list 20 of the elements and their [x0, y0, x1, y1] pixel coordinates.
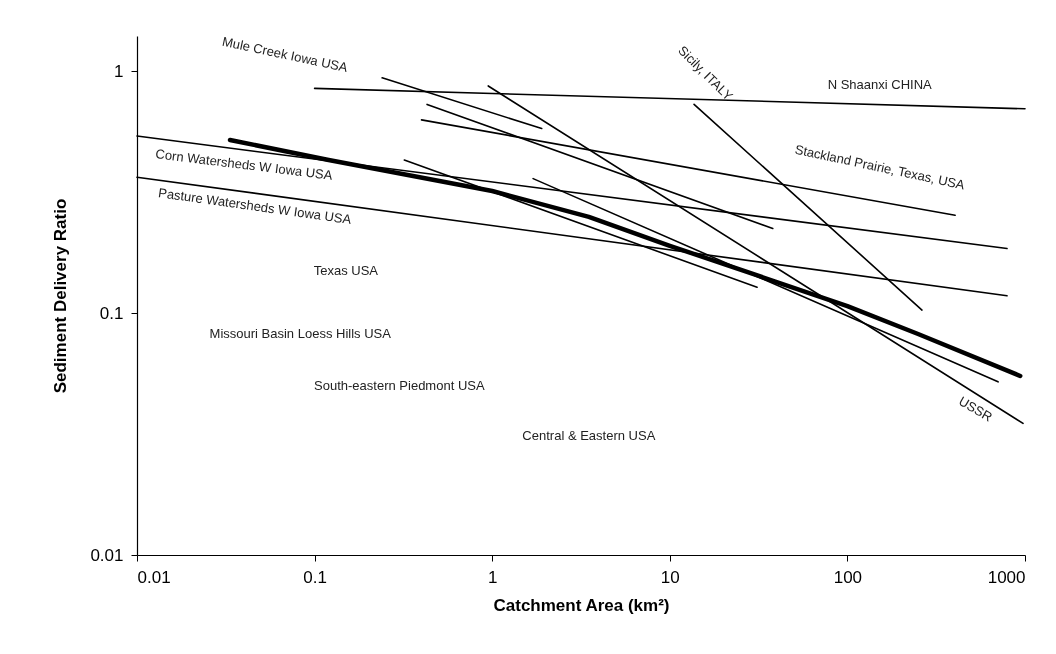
x-tick-label: 0.1: [303, 567, 327, 587]
annotation: Pasture Watersheds W Iowa USA: [157, 185, 353, 228]
annotation: Central & Eastern USA: [522, 428, 656, 444]
x-axis-title: Catchment Area (km²): [493, 595, 670, 615]
x-tick-label: 100: [833, 567, 863, 587]
y-tick-label: 0.01: [90, 545, 124, 565]
x-tick-label: 10: [660, 567, 680, 587]
annotation: Corn Watersheds W Iowa USA: [154, 146, 334, 183]
x-tick-label: 1000: [987, 567, 1026, 587]
x-tick-label: 0.01: [137, 567, 171, 587]
annotation: Mule Creek Iowa USA: [220, 33, 350, 76]
annotation: Missouri Basin Loess Hills USA: [209, 326, 392, 342]
y-tick-label: 0.1: [99, 303, 124, 323]
y-tick-label: 1: [114, 61, 124, 81]
annotation: Stackland Prairie, Texas, USA: [793, 141, 967, 193]
annotation: Texas USA: [313, 262, 379, 278]
annotation: South-eastern Piedmont USA: [314, 377, 485, 393]
y-axis-title: Sediment Delivery Ratio: [51, 198, 71, 394]
x-tick-label: 1: [487, 567, 498, 587]
annotation: N Shaanxi CHINA: [827, 76, 933, 92]
